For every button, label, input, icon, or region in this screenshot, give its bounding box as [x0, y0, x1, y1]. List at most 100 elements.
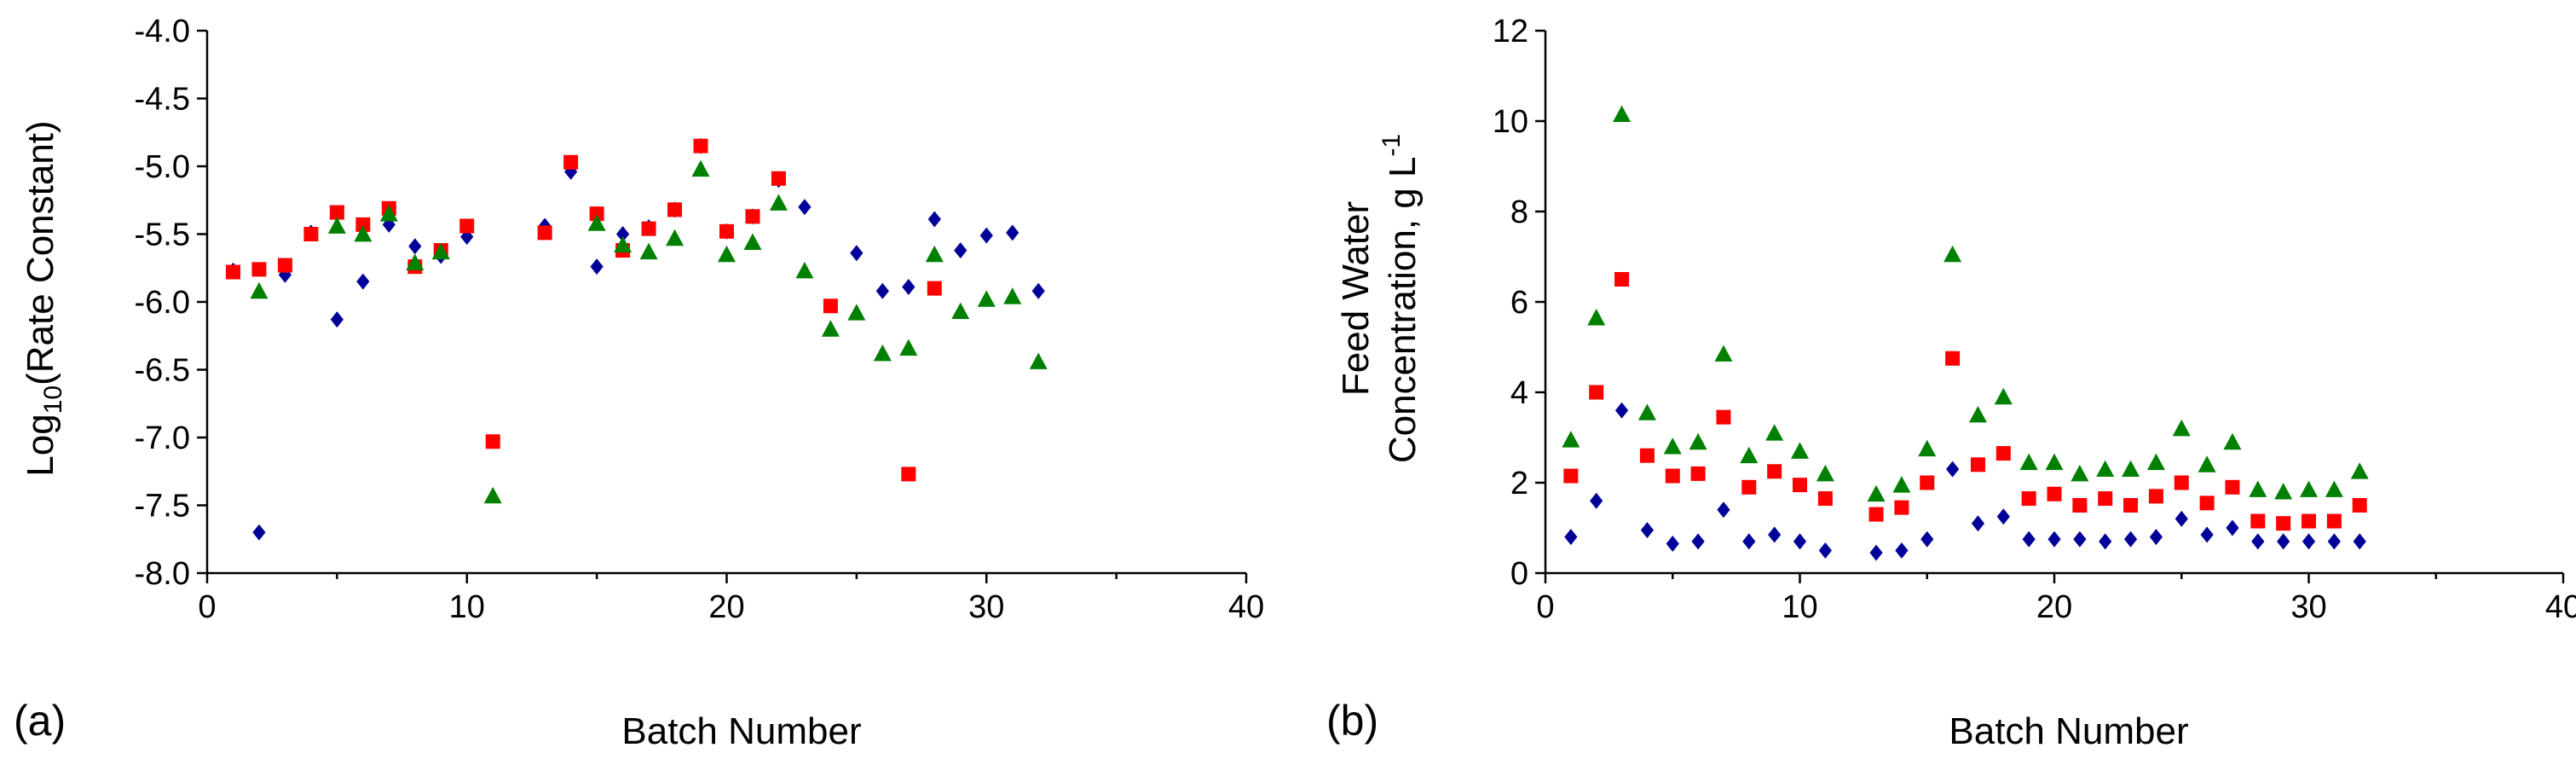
panel-a-y-tick-label: -5.0 — [135, 149, 190, 185]
panel-b-point-triangle — [1944, 245, 1962, 263]
panel-a-point-triangle — [691, 159, 710, 177]
panel-b-point-triangle — [1867, 484, 1886, 502]
panel-a-point-square — [303, 227, 319, 241]
panel-b-y-axis-label-line2: Concentration, g L-1 — [1378, 134, 1424, 463]
panel-b-point-triangle — [1968, 406, 1987, 423]
panel-a-y-tick-label: -4.0 — [135, 14, 190, 49]
panel-a-point-square — [355, 217, 371, 232]
panel-a-point-square — [459, 218, 475, 234]
panel-a-point-square — [277, 258, 292, 273]
panel-a-point-triangle — [718, 245, 736, 263]
panel-b-point-triangle — [2249, 480, 2267, 497]
panel-b-point-square — [1996, 446, 2011, 461]
panel-b-point-triangle — [1765, 424, 1784, 441]
panel-b-y-axis-label-line1: Feed Water — [1335, 201, 1377, 396]
panel-a-point-diamond — [1006, 224, 1019, 241]
panel-b-point-triangle — [1587, 309, 1606, 326]
panel-a-point-triangle — [899, 339, 918, 356]
panel-a-point-triangle — [821, 320, 840, 337]
panel-b-point-triangle — [1994, 387, 2013, 405]
panel-b-point-square — [1716, 409, 1731, 425]
panel-b-point-diamond — [2022, 530, 2036, 548]
panel-a-point-triangle — [666, 229, 684, 246]
panel-b-point-triangle — [2223, 432, 2242, 450]
panel-b-point-diamond — [1717, 501, 1730, 519]
panel-b-point-square — [2123, 498, 2139, 513]
panel-b-x-tick-label: 10 — [1782, 589, 1817, 625]
panel-b-point-triangle — [1816, 464, 1834, 482]
panel-b-point-square — [1665, 468, 1680, 484]
panel-b-point-diamond — [1869, 544, 1883, 561]
panel-a-point-triangle — [406, 253, 425, 270]
panel-a-axes: -8.0 -7.5 -7.0 -6.5 -6.0 -5.5 -5.0 -4.5 -4.0 0 10 2… — [135, 14, 1265, 625]
panel-b-point-diamond — [2175, 510, 2188, 527]
panel-a-point-diamond — [798, 199, 811, 216]
panel-b-point-triangle — [2198, 455, 2216, 472]
panel-b-point-square — [2148, 489, 2163, 504]
panel-b-y-tick-label: 10 — [1493, 104, 1528, 140]
panel-a-point-triangle — [431, 242, 450, 260]
panel-a-label: (a) — [14, 697, 66, 745]
panel-a-point-square — [667, 202, 683, 217]
panel-a-y-tick-label: -6.5 — [135, 353, 190, 389]
panel-b-point-square — [2199, 496, 2215, 511]
panel-b-point-square — [1894, 500, 1909, 515]
panel-a-y-axis-label: Log10(Rate Constant) — [20, 120, 67, 476]
panel-b-point-diamond — [2073, 530, 2087, 548]
panel-a-point-square — [329, 205, 344, 220]
panel-a-point-diamond — [330, 311, 344, 328]
panel-a-y-axis-label-main: Log — [20, 414, 61, 476]
panel-b-x-tick-label: 0 — [1536, 589, 1554, 625]
panel-a-y-tick-label: -7.0 — [135, 420, 190, 456]
panel-b-point-square — [1970, 457, 1985, 472]
panel-b-x-tick-label: 20 — [2036, 589, 2072, 625]
panel-b-point-square — [1945, 351, 1961, 366]
panel-a-y-tick-label: -5.5 — [135, 217, 190, 253]
panel-b-point-triangle — [1663, 438, 1682, 455]
panel-a-point-triangle — [614, 235, 632, 253]
panel-a-y-axis-label-subscript: 10 — [39, 385, 67, 414]
panel-a-point-square — [589, 206, 604, 222]
panel-b-point-triangle — [1740, 446, 1759, 464]
panel-a-x-tick-label: 40 — [1228, 589, 1264, 625]
panel-b-point-square — [2326, 513, 2342, 529]
panel-b-point-diamond — [2200, 526, 2214, 543]
panel-b-point-square — [2225, 479, 2240, 495]
panel-a-point-square — [537, 225, 552, 241]
panel-a-point-diamond — [1031, 282, 1045, 299]
panel-b-point-triangle — [2122, 460, 2140, 478]
panel-b-point-diamond — [1691, 533, 1705, 550]
panel-b-point-diamond — [1895, 542, 1909, 559]
panel-a-point-triangle — [483, 486, 502, 504]
panel-b-point-square — [1920, 475, 1935, 490]
panel-a-y-tick-label: -8.0 — [135, 556, 190, 592]
panel-a-y-tick-label: -4.5 — [135, 82, 190, 118]
panel-a-x-tick-label: 0 — [198, 589, 216, 625]
panel-a-point-triangle — [1003, 287, 1022, 304]
panel-b-axes: 0 2 4 6 8 10 12 0 10 20 30 40 — [1493, 14, 2576, 625]
panel-b-point-square — [2072, 498, 2088, 513]
panel-a-point-diamond — [954, 242, 967, 259]
panel-b-point-triangle — [1791, 442, 1809, 459]
panel-b-point-square — [1589, 385, 1604, 400]
panel-a-point-triangle — [354, 225, 373, 242]
panel-b-y-tick-label: 6 — [1510, 285, 1528, 321]
panel-a-y-axis-label-rest: (Rate Constant) — [20, 120, 61, 385]
panel-a-point-diamond — [979, 227, 993, 244]
panel-b-point-triangle — [2071, 464, 2089, 482]
chart-panel-a: (a) Batch Number Log10(Rate Constant) -8… — [14, 14, 1264, 752]
panel-b-label: (b) — [1326, 697, 1378, 745]
panel-a-x-axis-label: Batch Number — [621, 710, 861, 752]
panel-a-point-diamond — [902, 279, 915, 296]
panel-a-point-triangle — [977, 290, 996, 307]
panel-b-point-square — [2098, 491, 2113, 507]
panel-a-point-square — [485, 434, 500, 449]
panel-b-point-square — [2047, 486, 2062, 501]
panel-b-point-triangle — [2096, 460, 2115, 478]
panel-a-point-diamond — [590, 258, 604, 275]
panel-b-point-triangle — [1714, 345, 1733, 362]
panel-b-point-diamond — [1793, 533, 1807, 550]
panel-b-y-axis-label-main: Concentration, g L — [1382, 157, 1424, 464]
panel-b-y-tick-label: 2 — [1510, 466, 1528, 501]
panel-b-point-square — [1563, 468, 1579, 484]
